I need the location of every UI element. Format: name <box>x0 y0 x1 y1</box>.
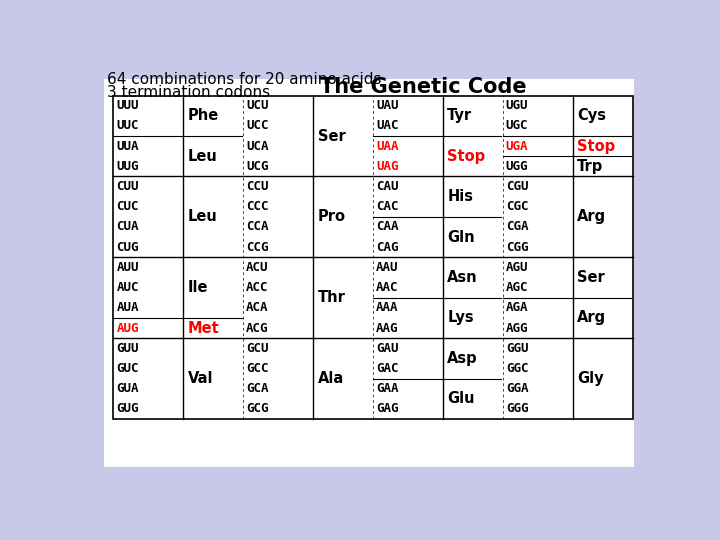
Text: AAU: AAU <box>376 261 398 274</box>
Text: AUA: AUA <box>117 301 139 314</box>
Text: GGA: GGA <box>505 382 528 395</box>
Text: GAU: GAU <box>376 342 398 355</box>
Text: CUA: CUA <box>117 220 139 233</box>
Text: GCG: GCG <box>246 402 269 415</box>
Text: AGA: AGA <box>505 301 528 314</box>
Text: His: His <box>447 189 473 204</box>
Text: ACA: ACA <box>246 301 269 314</box>
Text: UAG: UAG <box>376 160 398 173</box>
Text: GCU: GCU <box>246 342 269 355</box>
Text: ACC: ACC <box>246 281 269 294</box>
Text: CAA: CAA <box>376 220 398 233</box>
Text: Asp: Asp <box>447 351 478 366</box>
Text: Stop: Stop <box>577 139 616 154</box>
Text: CGC: CGC <box>505 200 528 213</box>
Text: Ser: Ser <box>577 270 605 285</box>
Text: Ile: Ile <box>188 280 208 295</box>
Text: Cys: Cys <box>577 109 606 123</box>
Text: GGG: GGG <box>505 402 528 415</box>
Text: Phe: Phe <box>188 109 219 123</box>
Text: UUU: UUU <box>117 99 139 112</box>
Text: GGC: GGC <box>505 362 528 375</box>
Text: UUA: UUA <box>117 140 139 153</box>
Text: Glu: Glu <box>447 392 475 406</box>
Text: Tyr: Tyr <box>447 109 472 123</box>
Text: CAU: CAU <box>376 180 398 193</box>
Text: Lys: Lys <box>447 310 474 326</box>
Text: CGG: CGG <box>505 241 528 254</box>
Text: Arg: Arg <box>577 210 606 225</box>
Text: GUU: GUU <box>117 342 139 355</box>
Text: UCU: UCU <box>246 99 269 112</box>
Text: CGU: CGU <box>505 180 528 193</box>
Text: Ser: Ser <box>318 129 346 144</box>
Text: GUC: GUC <box>117 362 139 375</box>
Text: CCG: CCG <box>246 241 269 254</box>
Text: Gln: Gln <box>447 230 475 245</box>
Text: ACU: ACU <box>246 261 269 274</box>
Text: Gly: Gly <box>577 371 604 386</box>
Text: GUG: GUG <box>117 402 139 415</box>
Text: GCA: GCA <box>246 382 269 395</box>
Text: The Genetic Code: The Genetic Code <box>320 77 526 97</box>
Text: Thr: Thr <box>318 290 346 305</box>
Text: Pro: Pro <box>318 210 346 225</box>
Text: Arg: Arg <box>577 310 606 326</box>
Text: CUU: CUU <box>117 180 139 193</box>
Text: AGU: AGU <box>505 261 528 274</box>
Text: Met: Met <box>188 321 220 335</box>
Text: AUU: AUU <box>117 261 139 274</box>
Text: UCC: UCC <box>246 119 269 132</box>
Text: UGG: UGG <box>505 160 528 173</box>
Text: UAA: UAA <box>376 140 398 153</box>
Text: GGU: GGU <box>505 342 528 355</box>
Text: UAC: UAC <box>376 119 398 132</box>
Text: GAG: GAG <box>376 402 398 415</box>
Text: 64 combinations for 20 amino acids: 64 combinations for 20 amino acids <box>107 72 382 87</box>
Text: CGA: CGA <box>505 220 528 233</box>
Text: AUC: AUC <box>117 281 139 294</box>
Text: CUC: CUC <box>117 200 139 213</box>
Text: CCC: CCC <box>246 200 269 213</box>
Text: Leu: Leu <box>188 210 217 225</box>
Text: Trp: Trp <box>577 159 603 174</box>
Text: UGA: UGA <box>505 140 528 153</box>
Text: CAG: CAG <box>376 241 398 254</box>
Text: AAC: AAC <box>376 281 398 294</box>
Text: Asn: Asn <box>447 270 478 285</box>
Text: 3 termination codons: 3 termination codons <box>107 85 270 100</box>
Text: UCG: UCG <box>246 160 269 173</box>
Text: Stop: Stop <box>447 148 485 164</box>
Text: GCC: GCC <box>246 362 269 375</box>
Text: AAG: AAG <box>376 321 398 335</box>
Text: ACG: ACG <box>246 321 269 335</box>
Text: UCA: UCA <box>246 140 269 153</box>
Text: CCU: CCU <box>246 180 269 193</box>
Text: CUG: CUG <box>117 241 139 254</box>
Bar <box>113 96 632 419</box>
Text: UGU: UGU <box>505 99 528 112</box>
Text: AGG: AGG <box>505 321 528 335</box>
Text: GUA: GUA <box>117 382 139 395</box>
Text: GAC: GAC <box>376 362 398 375</box>
Text: UUC: UUC <box>117 119 139 132</box>
Text: AUG: AUG <box>117 321 139 335</box>
Text: Leu: Leu <box>188 148 217 164</box>
Text: AGC: AGC <box>505 281 528 294</box>
Text: CCA: CCA <box>246 220 269 233</box>
Text: CAC: CAC <box>376 200 398 213</box>
Text: Val: Val <box>188 371 213 386</box>
Text: AAA: AAA <box>376 301 398 314</box>
Text: UAU: UAU <box>376 99 398 112</box>
Text: UGC: UGC <box>505 119 528 132</box>
Text: GAA: GAA <box>376 382 398 395</box>
Text: UUG: UUG <box>117 160 139 173</box>
Text: Ala: Ala <box>318 371 343 386</box>
